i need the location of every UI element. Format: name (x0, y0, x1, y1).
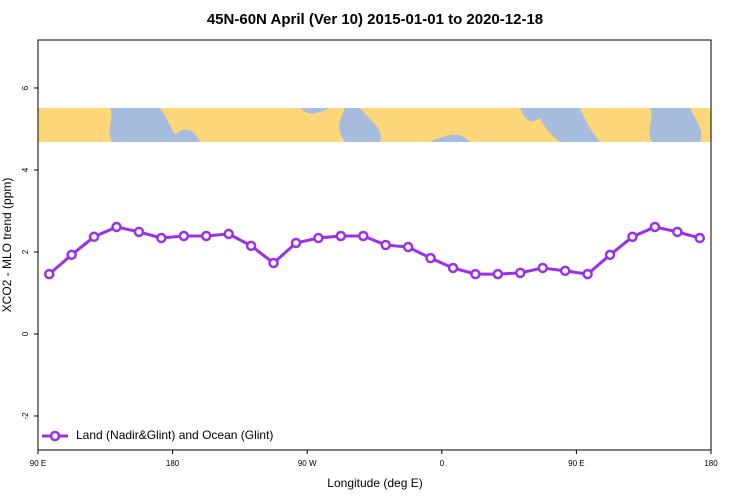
data-point (470, 268, 481, 280)
data-point (649, 221, 661, 233)
data-point (447, 262, 459, 274)
y-tick-label: 2 (21, 249, 30, 254)
data-point (133, 226, 145, 238)
data-point (537, 262, 548, 274)
data-point (694, 232, 706, 244)
x-tick-label: 180 (704, 459, 718, 468)
legend-label: Land (Nadir&Glint) and Ocean (Glint) (76, 428, 273, 442)
data-point (358, 230, 369, 242)
data-point (559, 265, 571, 277)
data-point (43, 268, 55, 280)
y-tick-label: 6 (21, 85, 30, 90)
x-tick-label: 90 E (568, 459, 584, 468)
x-axis-label: Longitude (deg E) (327, 476, 422, 490)
y-axis-label: XCO2 - MLO trend (ppm) (0, 178, 14, 313)
data-point (245, 240, 257, 252)
chart-title: 45N-60N April (Ver 10) 2015-01-01 to 202… (207, 11, 543, 28)
data-point (402, 241, 414, 253)
data-point (111, 221, 122, 233)
data-point (672, 226, 683, 238)
y-tick-label: -2 (21, 412, 30, 420)
x-tick-label: 90 W (298, 459, 317, 468)
legend-marker (49, 430, 61, 442)
data-point (335, 230, 347, 242)
series-line (48, 225, 701, 276)
x-tick-label: 90 E (30, 459, 46, 468)
x-tick-label: 180 (166, 459, 180, 468)
data-point (201, 230, 212, 242)
data-point (582, 268, 593, 280)
data-point (515, 267, 526, 279)
y-tick-label: 4 (21, 167, 30, 172)
data-point (492, 268, 504, 280)
data-point (66, 249, 77, 261)
map-band (38, 108, 711, 142)
data-point (178, 230, 190, 242)
data-point (156, 232, 167, 244)
plot-frame (37, 39, 712, 451)
data-point (223, 228, 234, 240)
data-point (313, 232, 324, 244)
x-tick-label: 0 (440, 459, 445, 468)
data-point (290, 237, 302, 249)
data-point (268, 257, 279, 269)
data-point (380, 239, 391, 251)
data-point (425, 252, 436, 264)
data-point (604, 249, 616, 261)
data-point (88, 231, 100, 243)
y-tick-label: 0 (21, 331, 30, 336)
data-point (627, 231, 638, 243)
